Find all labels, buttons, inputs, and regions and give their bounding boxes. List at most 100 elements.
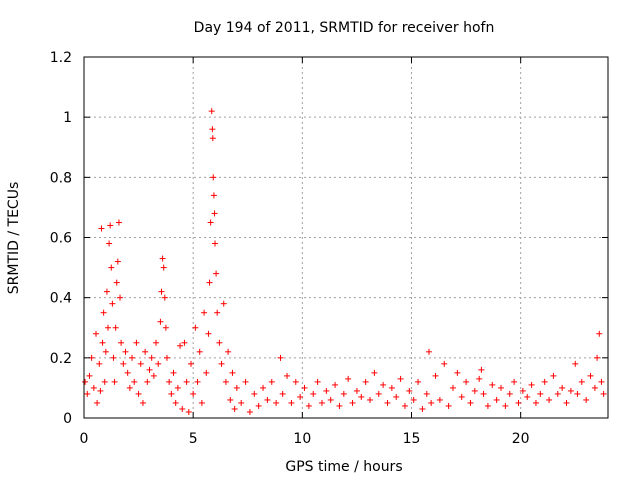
data-point xyxy=(284,372,291,379)
data-point xyxy=(160,264,167,271)
data-point xyxy=(238,399,245,406)
data-point xyxy=(206,279,213,286)
data-point xyxy=(106,240,113,247)
data-point xyxy=(598,378,605,385)
data-point xyxy=(502,402,509,409)
data-point xyxy=(174,384,181,391)
data-point xyxy=(208,108,215,115)
data-point xyxy=(596,330,603,337)
data-point xyxy=(476,375,483,382)
y-tick-label: 1 xyxy=(63,110,72,126)
data-point xyxy=(114,258,121,265)
data-point xyxy=(537,390,544,397)
data-point xyxy=(519,387,526,394)
data-point xyxy=(187,360,194,367)
data-point xyxy=(216,339,223,346)
data-point xyxy=(532,399,539,406)
data-point xyxy=(401,402,408,409)
data-point xyxy=(98,225,105,232)
data-point xyxy=(380,381,387,388)
data-point xyxy=(423,390,430,397)
data-point xyxy=(207,219,214,226)
data-point xyxy=(375,390,382,397)
data-point xyxy=(162,324,169,331)
data-point xyxy=(90,384,97,391)
data-point xyxy=(428,399,435,406)
data-point xyxy=(388,384,395,391)
data-point xyxy=(82,378,89,385)
data-point xyxy=(327,396,334,403)
data-point xyxy=(170,369,177,376)
data-point xyxy=(279,390,286,397)
data-point xyxy=(227,396,234,403)
y-tick-label: 0.2 xyxy=(50,351,72,367)
data-point xyxy=(454,369,461,376)
data-point xyxy=(210,174,217,181)
data-point xyxy=(567,387,574,394)
data-point xyxy=(146,366,153,373)
data-point xyxy=(118,339,125,346)
data-point xyxy=(97,387,104,394)
data-point xyxy=(94,399,101,406)
data-point xyxy=(314,378,321,385)
data-point xyxy=(480,390,487,397)
data-point xyxy=(203,369,210,376)
data-point xyxy=(515,399,522,406)
data-point xyxy=(591,384,598,391)
data-point xyxy=(441,360,448,367)
y-axis-label: SRMTID / TECUs xyxy=(6,182,22,295)
data-point xyxy=(103,288,110,295)
data-point xyxy=(463,378,470,385)
data-point xyxy=(150,372,157,379)
data-point xyxy=(246,408,253,415)
data-point xyxy=(179,405,186,412)
data-point xyxy=(233,384,240,391)
data-point xyxy=(108,264,115,271)
data-point xyxy=(153,339,160,346)
x-tick-label: 15 xyxy=(403,431,421,447)
data-point xyxy=(120,360,127,367)
data-point xyxy=(594,354,601,361)
data-point xyxy=(484,402,491,409)
data-point xyxy=(229,369,236,376)
data-point xyxy=(214,309,221,316)
data-point xyxy=(158,288,165,295)
data-point xyxy=(168,390,175,397)
data-point xyxy=(362,378,369,385)
data-point xyxy=(498,384,505,391)
data-point xyxy=(550,372,557,379)
data-point xyxy=(211,210,218,217)
data-point xyxy=(144,378,151,385)
data-point xyxy=(425,348,432,355)
data-point xyxy=(406,387,413,394)
data-point xyxy=(277,354,284,361)
data-point xyxy=(113,279,120,286)
data-point xyxy=(137,360,144,367)
data-point xyxy=(163,354,170,361)
data-point xyxy=(336,402,343,409)
data-point xyxy=(371,369,378,376)
data-point xyxy=(135,390,142,397)
data-point xyxy=(273,399,280,406)
data-point xyxy=(183,378,190,385)
data-point xyxy=(572,360,579,367)
data-point xyxy=(100,309,107,316)
data-point xyxy=(297,393,304,400)
data-point xyxy=(196,348,203,355)
data-point xyxy=(129,354,136,361)
data-point xyxy=(358,393,365,400)
data-point xyxy=(264,396,271,403)
data-point xyxy=(583,396,590,403)
data-point xyxy=(432,372,439,379)
data-point xyxy=(109,300,116,307)
data-point xyxy=(524,393,531,400)
data-point xyxy=(105,324,112,331)
data-point xyxy=(212,240,218,247)
y-tick-label: 0.6 xyxy=(50,231,72,247)
data-point xyxy=(419,405,426,412)
data-point xyxy=(107,222,114,229)
axis-ticks: 0 5 10 15 20 0 0.2 0.4 0.6 0.8 1 1.2 xyxy=(50,50,608,447)
data-point xyxy=(288,399,295,406)
data-point xyxy=(133,339,140,346)
